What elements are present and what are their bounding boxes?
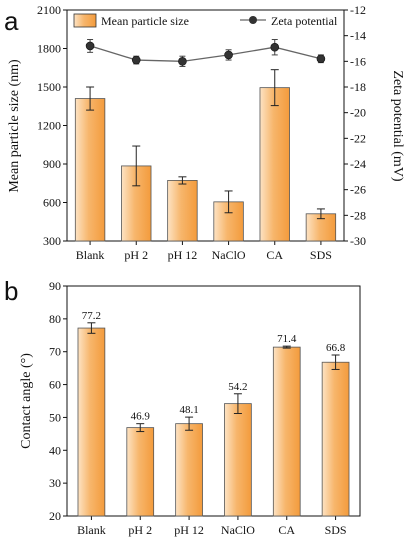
y2-tick-label: -28 [350, 208, 366, 222]
y-tick-label: 1500 [37, 80, 61, 94]
data-label: 77.2 [82, 310, 101, 322]
y2-tick-label: -16 [350, 54, 366, 68]
zeta-point [316, 54, 326, 64]
bar [321, 361, 350, 517]
legend-a: Mean particle size Zeta potential [73, 13, 338, 28]
bar [74, 98, 106, 242]
bar [259, 87, 290, 242]
x-tick-label: pH 2 [124, 248, 148, 262]
y-tick-label: 80 [49, 312, 61, 326]
data-label: 71.4 [277, 333, 297, 345]
legend-marker [249, 16, 257, 24]
zeta-point [178, 57, 187, 66]
x-tick-label: Blank [77, 523, 106, 537]
y-tick-label: 70 [49, 345, 61, 359]
y2-tick-label: -12 [350, 3, 366, 17]
data-label: 48.1 [179, 404, 198, 416]
y2-tick-label: -20 [350, 106, 366, 120]
y-tick-label: 300 [43, 234, 61, 248]
chart-a: Mean particle size (nm) Zeta potential (… [7, 3, 405, 262]
data-label: 66.8 [326, 342, 346, 354]
x-tick-label: CA [266, 248, 283, 262]
legend-label-bar: Mean particle size [101, 14, 189, 28]
y-axis-label-a: Mean particle size (nm) [7, 59, 22, 193]
x-tick-label: Blank [76, 248, 105, 262]
chart-b: Contact angle (°) 20 30 40 50 60 70 80 90 Blank 7… [19, 279, 361, 537]
y2-axis-label-a: Zeta potential (mV) [390, 70, 405, 182]
y2-tick-label: -30 [350, 234, 366, 248]
x-tick-label: SDS [310, 248, 332, 262]
y2-tick-label: -26 [350, 183, 366, 197]
x-tick-label: SDS [325, 523, 347, 537]
zeta-point [131, 55, 141, 65]
x-tick-label: pH 2 [128, 523, 152, 537]
y-tick-label: 1800 [37, 42, 61, 56]
legend-label-line: Zeta potential [271, 14, 338, 28]
y-tick-label: 40 [49, 443, 61, 457]
y-tick-label: 50 [49, 410, 61, 424]
y-tick-label: 90 [49, 279, 61, 293]
bar [167, 180, 198, 242]
y-tick-label: 900 [43, 157, 61, 171]
x-tick-label: NaClO [221, 523, 255, 537]
x-tick-label: CA [278, 523, 295, 537]
y2-tick-label: -22 [350, 131, 366, 145]
bar [272, 346, 301, 517]
zeta-point [224, 50, 233, 60]
panel-label-a: a [4, 6, 19, 36]
y-tick-label: 60 [49, 378, 61, 392]
y-tick-label: 20 [49, 509, 61, 523]
data-label: 54.2 [228, 381, 247, 393]
bar [175, 423, 203, 517]
legend-bar-swatch [73, 13, 97, 28]
y2-tick-label: -24 [350, 157, 366, 171]
y-tick-label: 1200 [37, 119, 61, 133]
x-tick-label: NaClO [212, 248, 246, 262]
bar [121, 165, 152, 242]
x-tick-label: pH 12 [174, 523, 204, 537]
y-tick-label: 30 [49, 476, 61, 490]
bar [224, 403, 252, 517]
bar [77, 327, 106, 517]
plot-frame-b [66, 285, 361, 517]
plot-frame-a [66, 9, 345, 242]
y-tick-label: 600 [43, 196, 61, 210]
y-tick-label: 2100 [37, 3, 61, 17]
x-tick-label: pH 12 [168, 248, 198, 262]
data-label: 46.9 [131, 411, 151, 423]
panel-label-b: b [4, 276, 18, 306]
bar [126, 427, 155, 517]
zeta-line [89, 45, 322, 62]
y-axis-label-b: Contact angle (°) [19, 353, 34, 449]
zeta-point [85, 41, 95, 51]
zeta-point [270, 42, 280, 52]
y2-tick-label: -18 [350, 80, 366, 94]
y2-tick-label: -14 [350, 29, 366, 43]
